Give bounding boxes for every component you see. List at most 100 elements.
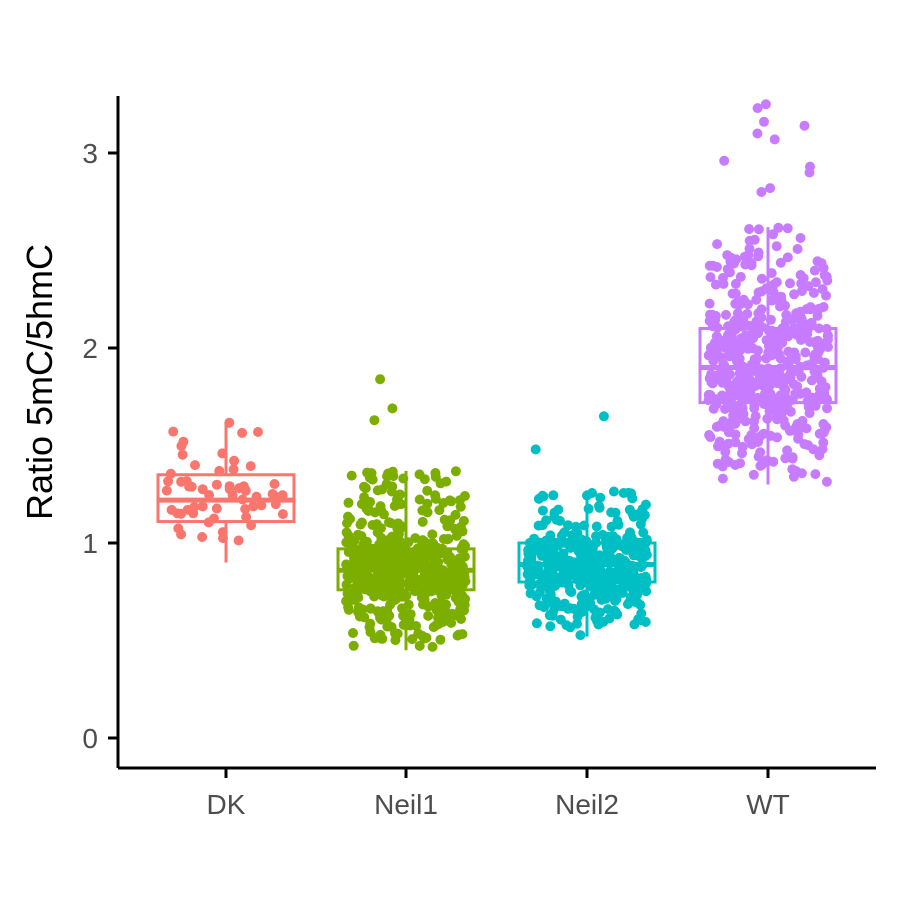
data-point: [575, 630, 586, 641]
data-point: [240, 485, 251, 496]
y-ticks: 0 1 2 3: [82, 138, 118, 754]
data-point: [792, 244, 803, 254]
data-point: [755, 447, 766, 458]
data-point: [567, 530, 577, 541]
data-point: [431, 572, 442, 583]
data-point: [229, 455, 240, 466]
outlier-point: [369, 415, 380, 426]
data-point: [407, 634, 418, 645]
data-point: [744, 235, 755, 246]
data-point: [551, 514, 562, 525]
data-point: [782, 356, 793, 367]
data-point: [708, 356, 719, 366]
data-point: [795, 270, 806, 280]
data-point: [419, 556, 430, 567]
outlier-point: [769, 134, 780, 145]
data-point: [640, 545, 651, 556]
data-point: [816, 428, 827, 439]
data-point: [730, 315, 741, 326]
data-point: [814, 450, 825, 461]
data-point: [612, 516, 623, 526]
data-point: [782, 252, 793, 263]
data-point: [446, 558, 457, 569]
data-point: [740, 393, 751, 404]
data-point: [628, 511, 639, 522]
data-point: [413, 582, 424, 593]
data-point: [419, 474, 430, 485]
data-point: [531, 591, 542, 602]
data-point: [785, 278, 795, 289]
data-point: [341, 527, 352, 538]
data-point: [269, 479, 280, 489]
data-point: [386, 576, 397, 587]
data-point: [602, 604, 613, 615]
data-point: [796, 371, 807, 382]
data-point: [728, 410, 739, 421]
data-point: [357, 517, 367, 528]
data-point: [809, 265, 820, 276]
data-point: [617, 587, 628, 598]
data-point: [618, 488, 629, 498]
data-point: [163, 476, 174, 487]
data-point: [435, 478, 446, 489]
data-point: [717, 461, 728, 472]
data-point: [348, 640, 359, 651]
data-point: [565, 585, 575, 596]
data-point: [791, 308, 802, 319]
data-point: [603, 531, 614, 542]
data-point: [343, 497, 354, 508]
data-point: [710, 311, 721, 321]
box-wt: [698, 227, 838, 485]
data-point: [456, 614, 466, 624]
data-point: [365, 497, 376, 507]
data-point: [625, 529, 636, 540]
data-point: [444, 495, 455, 506]
data-point: [748, 469, 759, 480]
data-point: [353, 607, 364, 618]
data-point: [224, 481, 235, 492]
data-point: [253, 427, 263, 437]
data-point: [604, 566, 615, 577]
data-point: [592, 616, 602, 626]
outlier-point: [804, 167, 815, 178]
data-point: [576, 591, 587, 602]
data-point: [436, 597, 447, 608]
data-point: [705, 390, 716, 400]
data-point: [711, 347, 722, 358]
data-point: [750, 411, 761, 422]
data-point: [808, 287, 819, 298]
data-point: [568, 603, 579, 614]
data-point: [734, 368, 745, 379]
data-point: [545, 621, 556, 632]
data-point: [358, 578, 369, 589]
data-point: [377, 484, 388, 495]
data-point: [800, 347, 811, 358]
data-point: [367, 474, 378, 485]
data-point: [730, 278, 741, 289]
boxes-layer: [156, 227, 838, 651]
data-point: [211, 503, 222, 514]
data-point: [241, 512, 252, 522]
data-point: [375, 629, 386, 640]
data-point: [731, 254, 742, 265]
data-point: [384, 517, 394, 528]
data-point: [819, 270, 830, 281]
outlier-point: [598, 411, 609, 422]
data-point: [256, 500, 267, 511]
data-point: [197, 532, 208, 542]
data-point: [384, 558, 395, 569]
data-point: [594, 502, 605, 513]
data-point: [724, 267, 735, 278]
data-point: [735, 458, 746, 469]
data-point: [704, 298, 715, 309]
data-point: [435, 634, 446, 645]
data-point: [572, 618, 582, 629]
data-point: [756, 286, 767, 297]
data-point: [456, 542, 467, 553]
data-point: [427, 641, 438, 652]
data-point: [617, 539, 628, 550]
data-point: [718, 272, 728, 283]
data-point: [796, 278, 807, 289]
data-point: [726, 329, 737, 340]
data-point: [633, 614, 644, 625]
